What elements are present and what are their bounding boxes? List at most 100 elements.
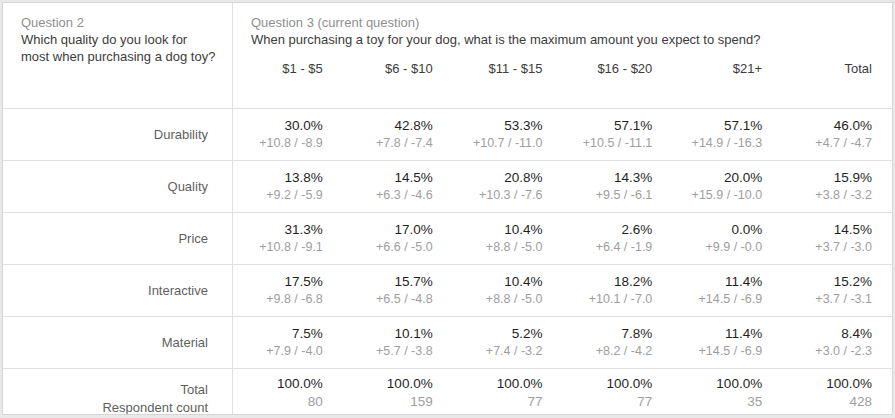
column-headers-row: $1 - $5 $6 - $10 $11 - $15 $16 - $20 $21… bbox=[233, 61, 892, 76]
total-cell: 100.0%80 bbox=[233, 368, 343, 415]
confidence-interval-value: +8.8 / -5.0 bbox=[486, 239, 543, 256]
percent-value: 8.4% bbox=[841, 325, 872, 343]
value-cell: 7.5%+7.9 / -4.0 bbox=[233, 316, 343, 368]
crosstab-card: Question 2 Which quality do you look for… bbox=[2, 2, 893, 415]
percent-value: 18.2% bbox=[614, 273, 652, 291]
confidence-interval-value: +5.7 / -3.8 bbox=[376, 343, 433, 360]
percent-value: 20.0% bbox=[724, 169, 762, 187]
value-cell: 2.6%+6.4 / -1.9 bbox=[563, 212, 673, 264]
confidence-interval-value: +9.5 / -6.1 bbox=[596, 187, 653, 204]
total-cell: 100.0%35 bbox=[672, 368, 782, 415]
row-label: Price bbox=[3, 212, 233, 264]
total-percent-value: 100.0% bbox=[826, 375, 872, 393]
column-question-label: Question 3 (current question) bbox=[251, 14, 876, 31]
total-row-label: TotalRespondent count bbox=[3, 368, 233, 415]
value-cell: 5.2%+7.4 / -3.2 bbox=[453, 316, 563, 368]
percent-value: 57.1% bbox=[614, 117, 652, 135]
column-question-block: Question 3 (current question) When purch… bbox=[233, 3, 892, 48]
confidence-interval-value: +10.8 / -8.9 bbox=[259, 135, 323, 152]
confidence-interval-value: +7.4 / -3.2 bbox=[486, 343, 543, 360]
value-cell: 31.3%+10.8 / -9.1 bbox=[233, 212, 343, 264]
confidence-interval-value: +14.5 / -6.9 bbox=[699, 291, 763, 308]
percent-value: 11.4% bbox=[725, 273, 762, 291]
column-question-text: When purchasing a toy for your dog, what… bbox=[251, 31, 876, 48]
confidence-interval-value: +9.9 / -0.0 bbox=[706, 239, 763, 256]
value-cell: 46.0%+4.7 / -4.7 bbox=[782, 108, 892, 160]
total-percent-value: 100.0% bbox=[497, 375, 543, 393]
confidence-interval-value: +9.2 / -5.9 bbox=[266, 187, 323, 204]
respondent-count-value: 77 bbox=[637, 393, 652, 411]
value-cell: 15.2%+3.7 / -3.1 bbox=[782, 264, 892, 316]
percent-value: 7.8% bbox=[622, 325, 653, 343]
confidence-interval-value: +7.9 / -4.0 bbox=[266, 343, 323, 360]
value-cell: 10.1%+5.7 / -3.8 bbox=[343, 316, 453, 368]
row-question-header: Question 2 Which quality do you look for… bbox=[3, 3, 233, 108]
value-cell: 20.8%+10.3 / -7.6 bbox=[453, 160, 563, 212]
percent-value: 30.0% bbox=[285, 117, 323, 135]
percent-value: 46.0% bbox=[834, 117, 872, 135]
total-percent-value: 100.0% bbox=[716, 375, 762, 393]
confidence-interval-value: +14.9 / -16.3 bbox=[692, 135, 763, 152]
column-header: $21+ bbox=[672, 61, 782, 76]
confidence-interval-value: +8.2 / -4.2 bbox=[596, 343, 653, 360]
total-cell: 100.0%159 bbox=[343, 368, 453, 415]
value-cell: 14.5%+3.7 / -3.0 bbox=[782, 212, 892, 264]
total-cell: 100.0%77 bbox=[563, 368, 673, 415]
confidence-interval-value: +10.7 / -11.0 bbox=[473, 135, 543, 152]
value-cell: 8.4%+3.0 / -2.3 bbox=[782, 316, 892, 368]
value-cell: 13.8%+9.2 / -5.9 bbox=[233, 160, 343, 212]
percent-value: 57.1% bbox=[724, 117, 762, 135]
percent-value: 14.3% bbox=[614, 169, 652, 187]
respondent-count-value: 77 bbox=[527, 393, 542, 411]
crosstab-table: Question 2 Which quality do you look for… bbox=[3, 3, 892, 415]
confidence-interval-value: +10.8 / -9.1 bbox=[259, 239, 323, 256]
percent-value: 31.3% bbox=[285, 221, 323, 239]
value-cell: 17.0%+6.6 / -5.0 bbox=[343, 212, 453, 264]
total-cell: 100.0%77 bbox=[453, 368, 563, 415]
confidence-interval-value: +8.8 / -5.0 bbox=[486, 291, 543, 308]
confidence-interval-value: +3.8 / -3.2 bbox=[815, 187, 872, 204]
percent-value: 2.6% bbox=[622, 221, 653, 239]
row-label: Quality bbox=[3, 160, 233, 212]
percent-value: 14.5% bbox=[834, 221, 872, 239]
percent-value: 17.0% bbox=[394, 221, 432, 239]
confidence-interval-value: +10.1 / -7.0 bbox=[589, 291, 653, 308]
percent-value: 15.2% bbox=[834, 273, 872, 291]
percent-value: 10.1% bbox=[394, 325, 432, 343]
value-cell: 14.3%+9.5 / -6.1 bbox=[563, 160, 673, 212]
percent-value: 17.5% bbox=[285, 273, 323, 291]
column-header: $1 - $5 bbox=[233, 61, 343, 76]
column-header: $11 - $15 bbox=[453, 61, 563, 76]
row-question-label: Question 2 bbox=[21, 14, 216, 31]
respondent-count-value: 428 bbox=[849, 393, 872, 411]
confidence-interval-value: +3.7 / -3.0 bbox=[815, 239, 872, 256]
respondent-count-value: 35 bbox=[747, 393, 762, 411]
respondent-count-label: Respondent count bbox=[102, 399, 208, 415]
confidence-interval-value: +6.6 / -5.0 bbox=[376, 239, 433, 256]
confidence-interval-value: +7.8 / -7.4 bbox=[376, 135, 433, 152]
value-cell: 30.0%+10.8 / -8.9 bbox=[233, 108, 343, 160]
confidence-interval-value: +9.8 / -6.8 bbox=[266, 291, 323, 308]
percent-value: 15.9% bbox=[834, 169, 872, 187]
confidence-interval-value: +4.7 / -4.7 bbox=[815, 135, 872, 152]
row-question-text: Which quality do you look for most when … bbox=[21, 31, 216, 65]
confidence-interval-value: +3.7 / -3.1 bbox=[815, 291, 872, 308]
percent-value: 11.4% bbox=[725, 325, 762, 343]
column-header: $6 - $10 bbox=[343, 61, 453, 76]
value-cell: 10.4%+8.8 / -5.0 bbox=[453, 212, 563, 264]
respondent-count-value: 80 bbox=[308, 393, 323, 411]
value-cell: 20.0%+15.9 / -10.0 bbox=[672, 160, 782, 212]
value-cell: 57.1%+10.5 / -11.1 bbox=[563, 108, 673, 160]
percent-value: 53.3% bbox=[504, 117, 542, 135]
value-cell: 11.4%+14.5 / -6.9 bbox=[672, 264, 782, 316]
percent-value: 14.5% bbox=[394, 169, 432, 187]
column-question-header: Question 3 (current question) When purch… bbox=[233, 3, 892, 108]
total-label: Total bbox=[181, 381, 208, 399]
percent-value: 10.4% bbox=[504, 221, 542, 239]
confidence-interval-value: +3.0 / -2.3 bbox=[815, 343, 872, 360]
value-cell: 11.4%+14.5 / -6.9 bbox=[672, 316, 782, 368]
value-cell: 42.8%+7.8 / -7.4 bbox=[343, 108, 453, 160]
value-cell: 17.5%+9.8 / -6.8 bbox=[233, 264, 343, 316]
total-percent-value: 100.0% bbox=[277, 375, 323, 393]
confidence-interval-value: +10.3 / -7.6 bbox=[479, 187, 543, 204]
